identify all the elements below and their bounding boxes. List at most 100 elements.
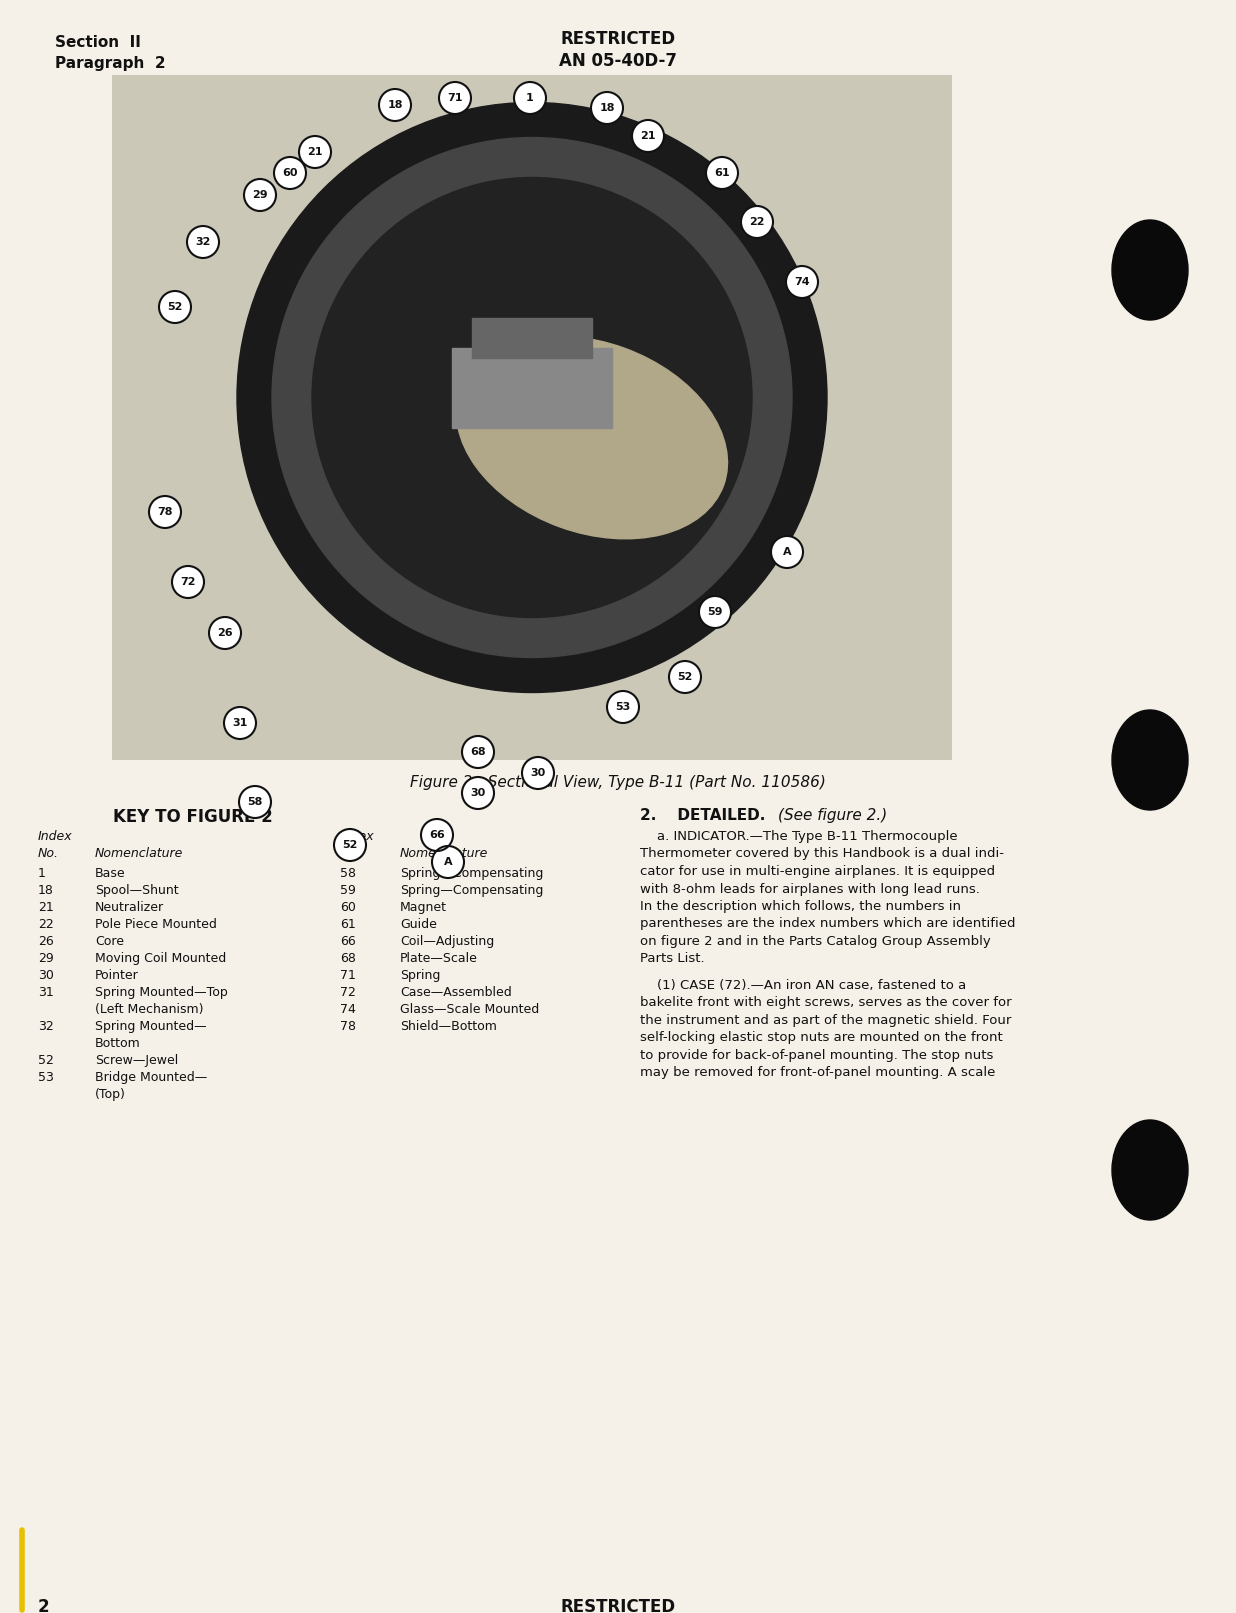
Circle shape (522, 756, 554, 789)
Text: 18: 18 (599, 103, 614, 113)
Text: 53: 53 (616, 702, 630, 711)
Text: 58: 58 (247, 797, 263, 806)
Circle shape (706, 156, 738, 189)
Circle shape (272, 137, 792, 658)
Text: Figure 2—Sectional View, Type B-11 (Part No. 110586): Figure 2—Sectional View, Type B-11 (Part… (410, 774, 826, 790)
Text: Bridge Mounted—: Bridge Mounted— (95, 1071, 208, 1084)
Text: Spring—Compensating: Spring—Compensating (400, 884, 544, 897)
Text: 21: 21 (38, 902, 53, 915)
Text: 22: 22 (38, 918, 53, 931)
Circle shape (462, 777, 494, 810)
Circle shape (159, 290, 192, 323)
Circle shape (224, 706, 256, 739)
Text: 1: 1 (527, 94, 534, 103)
Text: 1: 1 (38, 868, 46, 881)
Text: Shield—Bottom: Shield—Bottom (400, 1019, 497, 1032)
Text: (See figure 2.): (See figure 2.) (777, 808, 887, 823)
Text: Bottom: Bottom (95, 1037, 141, 1050)
Text: Thermometer covered by this Handbook is a dual indi-: Thermometer covered by this Handbook is … (640, 847, 1004, 860)
Circle shape (379, 89, 412, 121)
Circle shape (514, 82, 546, 115)
Text: cator for use in multi-engine airplanes. It is equipped: cator for use in multi-engine airplanes.… (640, 865, 995, 877)
Text: Coil—Adjusting: Coil—Adjusting (400, 936, 494, 948)
Text: No.: No. (38, 847, 59, 860)
Circle shape (439, 82, 471, 115)
Text: 30: 30 (471, 789, 486, 798)
Text: self-locking elastic stop nuts are mounted on the front: self-locking elastic stop nuts are mount… (640, 1031, 1002, 1044)
Text: 74: 74 (340, 1003, 356, 1016)
Circle shape (172, 566, 204, 598)
Text: 18: 18 (38, 884, 54, 897)
Text: 29: 29 (252, 190, 268, 200)
Text: on figure 2 and in the Parts Catalog Group Assembly: on figure 2 and in the Parts Catalog Gro… (640, 936, 991, 948)
Text: Neutralizer: Neutralizer (95, 902, 164, 915)
Text: 71: 71 (447, 94, 462, 103)
Text: Spring—Compensating: Spring—Compensating (400, 868, 544, 881)
Text: Pointer: Pointer (95, 969, 138, 982)
Text: 21: 21 (308, 147, 323, 156)
Circle shape (274, 156, 307, 189)
Circle shape (334, 829, 366, 861)
Text: 66: 66 (340, 936, 356, 948)
Text: 22: 22 (749, 218, 765, 227)
Circle shape (771, 536, 803, 568)
Circle shape (299, 135, 331, 168)
Text: 59: 59 (340, 884, 356, 897)
Text: Spring: Spring (400, 969, 440, 982)
Text: 52: 52 (342, 840, 357, 850)
Text: 30: 30 (38, 969, 54, 982)
Circle shape (237, 103, 827, 692)
Text: 2: 2 (38, 1598, 49, 1613)
Text: 74: 74 (795, 277, 810, 287)
Bar (452, 347, 612, 427)
Circle shape (462, 736, 494, 768)
Text: bakelite front with eight screws, serves as the cover for: bakelite front with eight screws, serves… (640, 997, 1011, 1010)
Text: Spring Mounted—Top: Spring Mounted—Top (95, 986, 227, 998)
Text: 32: 32 (195, 237, 210, 247)
Text: (1) CASE (72).—An iron AN case, fastened to a: (1) CASE (72).—An iron AN case, fastened… (640, 979, 967, 992)
Text: 72: 72 (180, 577, 195, 587)
Text: 30: 30 (530, 768, 545, 777)
Text: In the description which follows, the numbers in: In the description which follows, the nu… (640, 900, 962, 913)
Text: No.: No. (340, 847, 361, 860)
Text: may be removed for front-of-panel mounting. A scale: may be removed for front-of-panel mounti… (640, 1066, 995, 1079)
Text: Paragraph  2: Paragraph 2 (54, 56, 166, 71)
Text: to provide for back-of-panel mounting. The stop nuts: to provide for back-of-panel mounting. T… (640, 1048, 994, 1061)
Text: a. INDICATOR.—The Type B-11 Thermocouple: a. INDICATOR.—The Type B-11 Thermocouple (640, 831, 958, 844)
Text: KEY TO FIGURE 2: KEY TO FIGURE 2 (114, 808, 273, 826)
Circle shape (742, 206, 772, 239)
Ellipse shape (1112, 219, 1188, 319)
Text: Guide: Guide (400, 918, 436, 931)
Circle shape (421, 819, 454, 852)
Circle shape (311, 177, 751, 618)
Text: 66: 66 (429, 831, 445, 840)
Text: 78: 78 (157, 506, 173, 518)
Text: Plate—Scale: Plate—Scale (400, 952, 478, 965)
Text: Moving Coil Mounted: Moving Coil Mounted (95, 952, 226, 965)
Text: 18: 18 (387, 100, 403, 110)
Text: 52: 52 (167, 302, 183, 311)
Text: 52: 52 (677, 673, 692, 682)
Text: 61: 61 (714, 168, 729, 177)
Text: Magnet: Magnet (400, 902, 447, 915)
Text: Case—Assembled: Case—Assembled (400, 986, 512, 998)
Text: 32: 32 (38, 1019, 53, 1032)
Text: 53: 53 (38, 1071, 54, 1084)
Text: parentheses are the index numbers which are identified: parentheses are the index numbers which … (640, 918, 1016, 931)
Text: the instrument and as part of the magnetic shield. Four: the instrument and as part of the magnet… (640, 1013, 1011, 1027)
Text: with 8-ohm leads for airplanes with long lead runs.: with 8-ohm leads for airplanes with long… (640, 882, 980, 895)
Text: (Top): (Top) (95, 1089, 126, 1102)
Text: 68: 68 (340, 952, 356, 965)
Text: Spool—Shunt: Spool—Shunt (95, 884, 179, 897)
Text: A: A (444, 857, 452, 868)
Circle shape (786, 266, 818, 298)
Text: 31: 31 (38, 986, 53, 998)
Text: 58: 58 (340, 868, 356, 881)
Text: 52: 52 (38, 1053, 54, 1068)
Text: 60: 60 (340, 902, 356, 915)
Circle shape (669, 661, 701, 694)
Text: Nomenclature: Nomenclature (400, 847, 488, 860)
Text: Screw—Jewel: Screw—Jewel (95, 1053, 178, 1068)
Text: AN 05-40D-7: AN 05-40D-7 (559, 52, 677, 69)
Text: Parts List.: Parts List. (640, 953, 705, 966)
